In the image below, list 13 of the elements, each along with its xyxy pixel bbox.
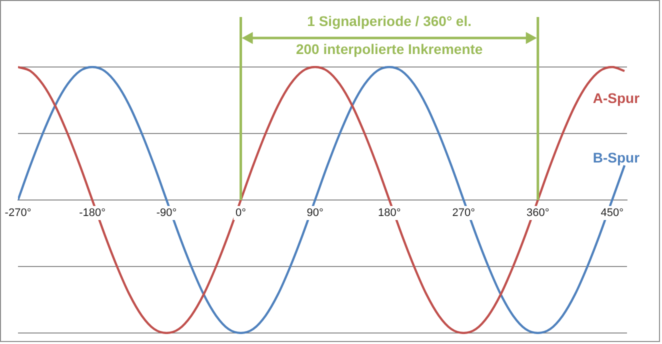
x-tick-label: 180° [378, 207, 401, 220]
x-tick-label: 360° [526, 207, 550, 220]
text: 200 interpolierte Inkremente [296, 40, 483, 57]
x-tick-label: -90° [156, 207, 177, 220]
x-tick-label: 90° [306, 207, 324, 220]
series-label: A-Spur [592, 90, 640, 106]
x-tick-label: -270° [4, 207, 32, 220]
x-tick-label: 0° [236, 207, 246, 220]
series-label: B-Spur [592, 149, 640, 166]
text: 1 Signalperiode / 360° el. [307, 12, 472, 29]
x-tick-label: -180° [79, 207, 106, 220]
x-tick-label: 270° [452, 207, 475, 220]
x-tick-label: 450° [600, 207, 624, 220]
